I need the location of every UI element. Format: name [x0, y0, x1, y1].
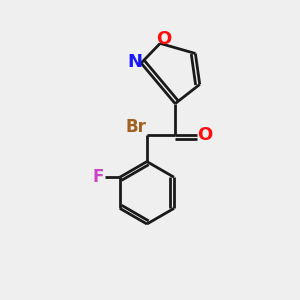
Text: F: F	[93, 168, 104, 186]
Text: O: O	[156, 30, 171, 48]
Text: O: O	[197, 126, 212, 144]
Text: Br: Br	[125, 118, 146, 136]
Text: N: N	[127, 52, 142, 70]
